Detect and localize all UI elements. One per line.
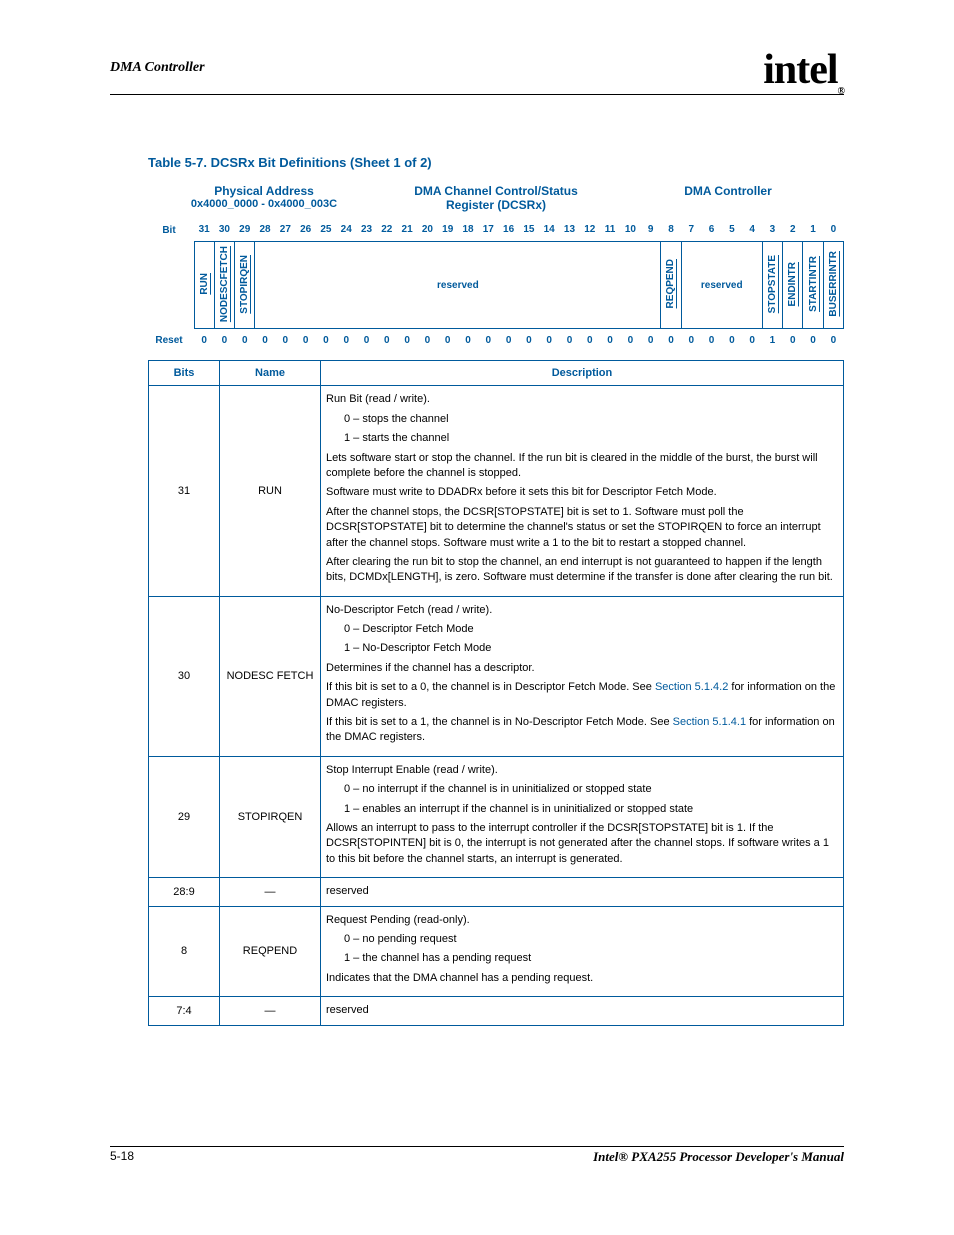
- reset-row: Reset 0000 0000 0000 0000 0000 0000 0000…: [148, 329, 844, 347]
- link-section[interactable]: Section 5.1.4.1: [673, 716, 746, 728]
- field-buserrintr: BUSERRINTR: [823, 242, 843, 329]
- col-name: Name: [220, 361, 321, 386]
- section-title: DMA Controller: [110, 60, 205, 78]
- table-row: 8 REQPEND Request Pending (read-only). 0…: [149, 906, 844, 997]
- field-reserved2: reserved: [681, 242, 762, 329]
- field-reserved: reserved: [255, 242, 661, 329]
- field-startintr: STARTINTR: [803, 242, 823, 329]
- link-section[interactable]: Section 5.1.4.2: [655, 681, 728, 693]
- intel-logo: intel®: [763, 54, 844, 94]
- page-number: 5-18: [110, 1149, 134, 1165]
- field-nodescfetch: NODESCFETCH: [214, 242, 234, 329]
- bit-diagram: Bit 31302928 27262524 23222120 19181716 …: [148, 224, 844, 346]
- register-header: Physical Address 0x4000_0000 - 0x4000_00…: [148, 184, 844, 212]
- page-footer: 5-18 Intel® PXA255 Processor Developer's…: [110, 1146, 844, 1165]
- field-row: RUN NODESCFETCH STOPIRQEN reserved REQPE…: [148, 242, 844, 329]
- table-row: 7:4 — reserved: [149, 997, 844, 1025]
- field-reqpend: REQPEND: [661, 242, 681, 329]
- footer-title: Intel® PXA255 Processor Developer's Manu…: [593, 1149, 844, 1165]
- field-stopstate: STOPSTATE: [762, 242, 782, 329]
- bit-label: Bit: [148, 224, 194, 242]
- col-desc: Description: [321, 361, 844, 386]
- field-endintr: ENDINTR: [783, 242, 803, 329]
- reset-label: Reset: [148, 329, 194, 347]
- physical-address: Physical Address 0x4000_0000 - 0x4000_00…: [148, 184, 380, 212]
- table-header-row: Bits Name Description: [149, 361, 844, 386]
- table-caption: Table 5-7. DCSRx Bit Definitions (Sheet …: [148, 155, 844, 170]
- definitions-table: Bits Name Description 31 RUN Run Bit (re…: [148, 360, 844, 1025]
- table-row: 30 NODESC FETCH No-Descriptor Fetch (rea…: [149, 596, 844, 756]
- field-run: RUN: [194, 242, 214, 329]
- table-row: 31 RUN Run Bit (read / write). 0 – stops…: [149, 386, 844, 596]
- table-row: 29 STOPIRQEN Stop Interrupt Enable (read…: [149, 756, 844, 877]
- register-name: DMA Channel Control/Status Register (DCS…: [380, 184, 612, 212]
- col-bits: Bits: [149, 361, 220, 386]
- table-row: 28:9 — reserved: [149, 878, 844, 906]
- bit-number-row: Bit 31302928 27262524 23222120 19181716 …: [148, 224, 844, 242]
- module-name: DMA Controller: [612, 184, 844, 212]
- field-stopirqen: STOPIRQEN: [235, 242, 255, 329]
